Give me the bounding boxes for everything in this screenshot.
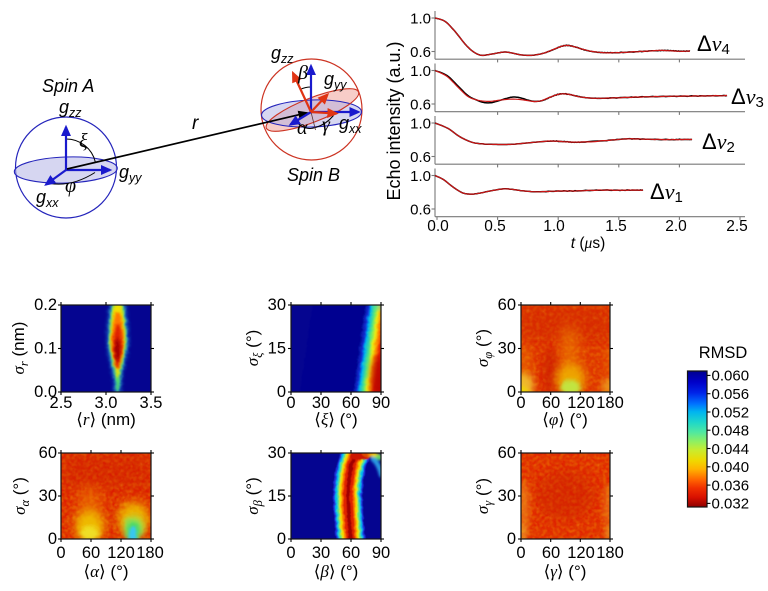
svg-text:15: 15 — [268, 340, 286, 358]
svg-text:1.0: 1.0 — [543, 218, 565, 235]
svg-text:Δν1: Δν1 — [650, 179, 683, 206]
svg-text:1.0: 1.0 — [410, 10, 431, 27]
svg-text:γ: γ — [322, 114, 331, 136]
svg-text:r: r — [192, 113, 199, 134]
svg-text:60: 60 — [498, 444, 516, 462]
svg-text:15: 15 — [268, 487, 286, 505]
svg-text:⟨φ⟩ (°): ⟨φ⟩ (°) — [542, 410, 588, 429]
svg-text:σξ (°): σξ (°) — [243, 330, 265, 367]
svg-text:0.040: 0.040 — [712, 459, 750, 476]
svg-text:60: 60 — [498, 296, 516, 314]
svg-text:30: 30 — [39, 487, 57, 505]
svg-text:⟨β⟩ (°): ⟨β⟩ (°) — [314, 562, 359, 581]
svg-text:0.6: 0.6 — [410, 44, 431, 61]
svg-text:Spin B: Spin B — [287, 165, 340, 185]
svg-text:180: 180 — [596, 544, 624, 562]
svg-text:0.032: 0.032 — [712, 496, 750, 513]
svg-text:0.1: 0.1 — [34, 340, 57, 358]
svg-text:α: α — [297, 117, 308, 139]
svg-text:0: 0 — [277, 383, 286, 401]
svg-text:30: 30 — [268, 296, 286, 314]
svg-text:⟨ξ⟩ (°): ⟨ξ⟩ (°) — [314, 410, 357, 429]
svg-text:3.0: 3.0 — [95, 394, 118, 412]
svg-text:60: 60 — [39, 444, 57, 462]
svg-text:90: 90 — [372, 544, 390, 562]
svg-text:0.5: 0.5 — [484, 218, 506, 235]
svg-text:0: 0 — [516, 544, 525, 562]
svg-text:60: 60 — [542, 394, 560, 412]
svg-text:0.044: 0.044 — [712, 441, 750, 458]
svg-text:σα (°): σα (°) — [10, 477, 32, 515]
svg-text:β: β — [297, 62, 308, 84]
svg-text:0.6: 0.6 — [410, 201, 431, 218]
svg-text:⟨α⟩ (°): ⟨α⟩ (°) — [83, 562, 128, 581]
svg-text:σr (nm): σr (nm) — [9, 322, 31, 375]
svg-text:30: 30 — [312, 544, 330, 562]
svg-text:30: 30 — [312, 394, 330, 412]
svg-text:120: 120 — [107, 544, 135, 562]
svg-text:0.052: 0.052 — [712, 404, 750, 421]
svg-text:3.5: 3.5 — [140, 394, 163, 412]
svg-text:0: 0 — [507, 530, 516, 548]
svg-text:1.5: 1.5 — [605, 218, 627, 235]
svg-text:60: 60 — [342, 544, 360, 562]
svg-text:0: 0 — [507, 383, 516, 401]
svg-text:0.0: 0.0 — [427, 218, 449, 235]
svg-text:2.0: 2.0 — [665, 218, 687, 235]
svg-text:1.0: 1.0 — [410, 115, 431, 132]
svg-text:0.056: 0.056 — [712, 386, 750, 403]
svg-text:ξ: ξ — [79, 130, 88, 152]
svg-text:180: 180 — [596, 394, 624, 412]
svg-text:σγ (°): σγ (°) — [473, 478, 495, 514]
svg-text:60: 60 — [342, 394, 360, 412]
svg-text:0: 0 — [277, 530, 286, 548]
svg-text:σβ (°): σβ (°) — [243, 477, 265, 514]
svg-text:30: 30 — [498, 340, 516, 358]
svg-text:120: 120 — [567, 394, 595, 412]
svg-text:RMSD: RMSD — [699, 344, 748, 362]
svg-text:⟨γ⟩ (°): ⟨γ⟩ (°) — [544, 562, 587, 581]
svg-text:0: 0 — [56, 544, 65, 562]
svg-text:1.0: 1.0 — [410, 168, 431, 185]
svg-text:0.036: 0.036 — [712, 477, 750, 494]
svg-text:⟨r⟩ (nm): ⟨r⟩ (nm) — [76, 410, 136, 429]
svg-text:0.0: 0.0 — [34, 383, 57, 401]
svg-text:Echo intensity (a.u.): Echo intensity (a.u.) — [384, 41, 404, 200]
svg-text:30: 30 — [268, 444, 286, 462]
svg-text:120: 120 — [567, 544, 595, 562]
svg-text:0: 0 — [516, 394, 525, 412]
svg-text:2.5: 2.5 — [50, 394, 73, 412]
svg-text:180: 180 — [136, 544, 164, 562]
svg-text:30: 30 — [498, 487, 516, 505]
svg-text:90: 90 — [372, 394, 390, 412]
svg-text:Spin A: Spin A — [42, 76, 94, 96]
svg-text:0.2: 0.2 — [34, 296, 57, 314]
svg-text:2.5: 2.5 — [726, 218, 748, 235]
svg-text:t (μs): t (μs) — [571, 235, 605, 252]
svg-text:0: 0 — [286, 544, 295, 562]
svg-text:1.0: 1.0 — [410, 63, 431, 80]
svg-text:60: 60 — [542, 544, 560, 562]
svg-text:0: 0 — [286, 394, 295, 412]
svg-text:0.6: 0.6 — [410, 96, 431, 113]
svg-text:φ: φ — [65, 175, 76, 197]
svg-text:0.6: 0.6 — [410, 149, 431, 166]
svg-text:σφ (°): σφ (°) — [473, 329, 495, 367]
svg-text:60: 60 — [82, 544, 100, 562]
svg-text:0.048: 0.048 — [712, 423, 750, 440]
svg-text:0.060: 0.060 — [712, 368, 750, 385]
svg-text:0: 0 — [48, 530, 57, 548]
